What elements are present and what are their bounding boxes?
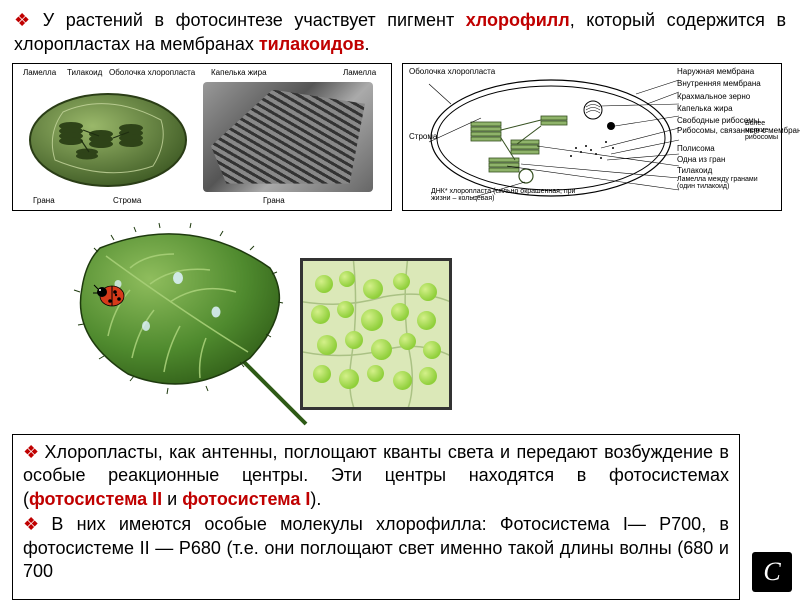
label-envelope: Оболочка хлоропласта [109,68,195,77]
chloroplast-dot [399,333,416,350]
label-lamella-1: Ламелла [23,68,56,77]
chloroplast-dot [311,305,330,324]
bullet-icon: ❖ [23,514,47,534]
label-thylakoid: Тилакоид [67,68,102,77]
hl-ps1: фотосистема I [182,489,310,509]
rl-stroma: Строма [409,132,437,141]
figure-chloroplast-3d: Ламелла Тилакоид Оболочка хлоропласта Ка… [12,63,392,211]
figures-row: Ламелла Тилакоид Оболочка хлоропласта Ка… [0,63,800,211]
chloroplast-dot [363,279,383,299]
hl-thylakoid: тилакоидов [259,34,365,54]
rl-lipid: Капелька жира [677,104,733,113]
bottom-paragraph-1: ❖Хлоропласты, как антенны, поглощают ква… [23,441,729,511]
chloroplast-dot [345,331,363,349]
hl-ps2: фотосистема II [29,489,162,509]
rl-polysome: Полисома [677,144,715,153]
rl-dna: ДНК* хлоропласта (сильно окрашенная; при… [431,188,591,202]
figure-chloroplast-schematic: Оболочка хлоропласта Наружная мембрана В… [402,63,782,211]
leaf-illustration [60,218,320,428]
rl-bound-ribosomes: Рибосомы, связанные с мембраной [677,127,800,135]
chloroplast-dot [339,369,359,389]
chloroplast-dot [315,275,333,293]
bullet-icon: ❖ [23,442,41,462]
chloroplast-dot [337,301,354,318]
intro-end: . [365,34,370,54]
chloroplast-dot [393,273,410,290]
chloroplast-dot [371,339,392,360]
bottom-paragraph-2: ❖В них имеются особые молекулы хлорофилл… [23,513,729,583]
chloroplast-dot [417,311,436,330]
p2-text: В них имеются особые молекулы хлорофилла… [23,514,729,581]
intro-pre: У растений в фотосинтезе участвует пигме… [43,10,466,30]
stamp-glyph: С [763,557,780,587]
chloroplast-dot [423,341,441,359]
label-grana-1: Грана [33,196,55,205]
rl-envelope: Оболочка хлоропласта [409,67,495,76]
p1-end: ). [310,489,321,509]
chloroplast-dot [339,271,355,287]
rl-starch: Крахмальное зерно [677,92,750,101]
rl-one-grana: Одна из гран [677,155,725,164]
chloroplast-dot [419,367,437,385]
chloroplast-dot [361,309,383,331]
logo-stamp-icon: С [752,552,792,592]
chloroplast-dot [393,371,412,390]
label-lamella-2: Ламелла [343,68,376,77]
p1-mid: и [162,489,182,509]
chloroplast-dot [367,365,384,382]
intro-text: ❖ У растений в фотосинтезе участвует пигм… [0,0,800,63]
rl-inner-membrane: Внутренняя мембрана [677,79,761,88]
chloroplast-dot [391,303,409,321]
rl-thylakoid: Тилакоид [677,166,712,175]
chloroplast-dot [317,335,337,355]
label-grana-2: Грана [263,196,285,205]
chloroplast-3d-svg [23,82,193,192]
label-stroma: Строма [113,196,141,205]
hl-chlorophyll: хлорофилл [466,10,570,30]
chloroplast-dot [313,365,331,383]
rl-outer-membrane: Наружная мембрана [677,67,754,76]
rl-lamella-between: Ламелла между гранами (один тилакоид) [677,176,777,190]
label-lipid-drop: Капелька жира [211,68,267,77]
bullet-icon: ❖ [14,10,37,30]
chloroplast-dot [419,283,437,301]
rl-smaller-ribosomes: Более мелкие рибосомы [745,120,779,141]
micrograph-image [203,82,373,192]
cells-microscope-image [300,258,452,410]
bottom-text-panel: ❖Хлоропласты, как антенны, поглощают ква… [12,434,740,600]
